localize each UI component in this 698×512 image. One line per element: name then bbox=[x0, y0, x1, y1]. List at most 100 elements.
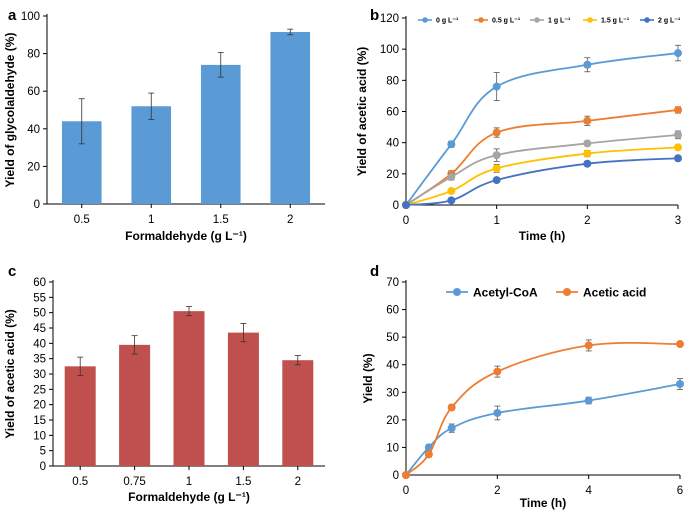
panel-d-series-acetic-line bbox=[405, 341, 681, 476]
panel-b: 0 20 40 60 80 100 120 0 1 2 3 0 g L⁻¹ 0.5 g L⁻¹ 1 g L… bbox=[355, 7, 682, 243]
panel-c-x-tick-label: 0.75 bbox=[123, 476, 145, 488]
panel-d-legend-label: Acetic acid bbox=[583, 286, 646, 300]
panel-a-x-tick-label: 2 bbox=[287, 214, 293, 226]
panel-b-x-tick-label: 0 bbox=[403, 215, 409, 227]
panel-b-series-1-line bbox=[405, 133, 679, 206]
panel-a-x-tick-label: 1.5 bbox=[213, 214, 229, 226]
panel-a-panel-letter: a bbox=[8, 7, 17, 24]
panel-d-x-axis-title: Time (h) bbox=[520, 496, 566, 510]
panel-d-series-acetylcoa-point bbox=[493, 408, 502, 417]
panel-b-legend-swatch-marker bbox=[422, 17, 428, 23]
panel-c-y-tick-label: 15 bbox=[33, 415, 46, 427]
panel-b-y-tick-label: 0 bbox=[393, 200, 399, 212]
panel-d-y-tick-label: 30 bbox=[386, 387, 399, 399]
panel-b-y-tick-label: 20 bbox=[386, 169, 399, 181]
panel-c-y-tick-label: 5 bbox=[40, 446, 46, 458]
panel-d-y-tick-label: 60 bbox=[386, 305, 399, 317]
panel-a: 0 20 40 60 80 100 0.5 1 1.5 2 a Formaldehyde (g L⁻¹… bbox=[3, 7, 325, 243]
panel-a-y-tick-label: 100 bbox=[21, 11, 40, 23]
panel-b-series-0.5-point bbox=[674, 105, 682, 114]
panel-c-x-tick-label: 2 bbox=[295, 476, 301, 488]
panel-c-y-tick-label: 60 bbox=[33, 277, 46, 289]
panel-d-legend-swatch-marker bbox=[453, 288, 461, 296]
panel-b-series-1.5-point bbox=[583, 149, 592, 158]
panel-b-x-tick-label: 2 bbox=[584, 215, 590, 227]
panel-d-series-acetylcoa-point bbox=[447, 424, 456, 433]
panel-a-x-tick-label: 1 bbox=[148, 214, 154, 226]
panel-d-legend-label: Acetyl-CoA bbox=[473, 286, 538, 300]
panel-d-series-acetic-point bbox=[402, 471, 410, 479]
panel-c-bar bbox=[282, 360, 314, 466]
panel-d-panel-letter: d bbox=[370, 263, 379, 280]
panel-d-series-acetic-point bbox=[424, 450, 433, 459]
panel-b-y-axis-title: Yield of acetic acid (%) bbox=[355, 47, 369, 177]
panel-c-bar bbox=[227, 332, 259, 466]
panel-b-legend-label: 1.5 g L⁻¹ bbox=[601, 18, 630, 25]
panel-b-series-1.5-point bbox=[492, 164, 501, 173]
panel-a-bar bbox=[200, 64, 241, 204]
panel-b-series-1-point bbox=[492, 151, 501, 160]
panel-d-x-tick-label: 0 bbox=[403, 485, 409, 497]
panel-d-y-axis-title: Yield (%) bbox=[361, 353, 375, 403]
panel-d-y-tick-label: 40 bbox=[386, 360, 399, 372]
panel-b-legend-label: 1 g L⁻¹ bbox=[548, 18, 571, 25]
panel-b-series-0.5-line bbox=[405, 109, 679, 206]
panel-d-x-tick-label: 2 bbox=[494, 485, 500, 497]
panel-b-y-tick-label: 80 bbox=[386, 75, 399, 87]
panel-d-x-tick-label: 4 bbox=[585, 485, 592, 497]
panel-d: 0 10 20 30 40 50 60 70 0 2 4 6 Acetyl-CoA Acetic acid… bbox=[361, 263, 684, 510]
panel-d-y-tick-label: 70 bbox=[386, 277, 399, 289]
panel-d-legend-swatch-marker bbox=[563, 288, 571, 296]
panel-d-series-acetic-point bbox=[493, 367, 502, 376]
panel-b-y-tick-label: 60 bbox=[386, 107, 399, 119]
panel-b-series-2-line bbox=[405, 157, 679, 206]
panel-a-x-axis-title: Formaldehyde (g L⁻¹) bbox=[125, 229, 247, 243]
panel-b-legend-swatch-marker bbox=[478, 17, 484, 23]
panel-b-y-tick-label: 120 bbox=[380, 13, 399, 25]
panel-c-y-tick-label: 30 bbox=[33, 369, 46, 381]
panel-b-series-2-point bbox=[402, 201, 410, 209]
panel-c: 0 5 10 15 20 25 30 35 40 45 50 55 60 0.5 0.75 1 1.5 2 c For… bbox=[3, 263, 325, 504]
panel-c-x-axis-title: Formaldehyde (g L⁻¹) bbox=[128, 490, 250, 504]
panel-a-y-tick-label: 20 bbox=[27, 161, 40, 173]
panel-a-y-tick-label: 0 bbox=[34, 199, 40, 211]
panel-b-series-0-point bbox=[583, 60, 592, 69]
panel-d-series-acetic-point bbox=[676, 340, 684, 349]
panel-b-series-0-point bbox=[447, 140, 456, 149]
panel-a-bar bbox=[131, 106, 172, 204]
panel-d-x-tick-label: 6 bbox=[677, 485, 683, 497]
panel-b-series-1.5-point bbox=[447, 186, 456, 195]
panel-c-y-axis-title: Yield of acetic acid (%) bbox=[3, 309, 17, 439]
panel-c-y-tick-label: 45 bbox=[33, 323, 46, 335]
panel-d-series-acetylcoa-point bbox=[676, 380, 684, 389]
panel-a-y-tick-label: 40 bbox=[27, 124, 40, 136]
panel-c-x-tick-label: 1.5 bbox=[235, 476, 251, 488]
panel-c-bar bbox=[64, 366, 96, 466]
panel-b-series-1-point bbox=[447, 172, 456, 181]
panel-b-series-1-point bbox=[674, 130, 682, 139]
panel-d-series-acetylcoa-line bbox=[405, 383, 681, 476]
panel-b-series-0-point bbox=[674, 49, 682, 58]
panel-b-y-tick-label: 100 bbox=[380, 44, 399, 56]
panel-a-x-tick-label: 0.5 bbox=[74, 214, 90, 226]
panel-d-y-tick-label: 20 bbox=[386, 415, 399, 427]
panel-c-y-tick-label: 50 bbox=[33, 308, 46, 320]
panel-d-series-acetic-point bbox=[447, 403, 456, 412]
panel-b-legend-swatch-marker bbox=[587, 17, 593, 23]
panel-b-series-2-point bbox=[447, 196, 456, 205]
panel-b-series-2-point bbox=[674, 154, 682, 163]
panel-b-series-1.5-point bbox=[674, 143, 682, 152]
panel-b-series-0.5-point bbox=[492, 128, 501, 137]
panel-c-panel-letter: c bbox=[8, 263, 16, 280]
panel-d-y-tick-label: 50 bbox=[386, 332, 399, 344]
panel-c-y-tick-label: 35 bbox=[33, 354, 46, 366]
panel-c-y-tick-label: 25 bbox=[33, 384, 46, 396]
panel-c-y-tick-label: 0 bbox=[40, 461, 46, 473]
panel-a-bar bbox=[270, 31, 311, 205]
panel-b-x-axis-title: Time (h) bbox=[519, 229, 565, 243]
panel-c-y-tick-label: 40 bbox=[33, 338, 46, 350]
panel-b-panel-letter: b bbox=[370, 7, 379, 24]
panel-c-y-tick-label: 10 bbox=[33, 430, 46, 442]
panel-d-y-tick-label: 0 bbox=[393, 470, 399, 482]
